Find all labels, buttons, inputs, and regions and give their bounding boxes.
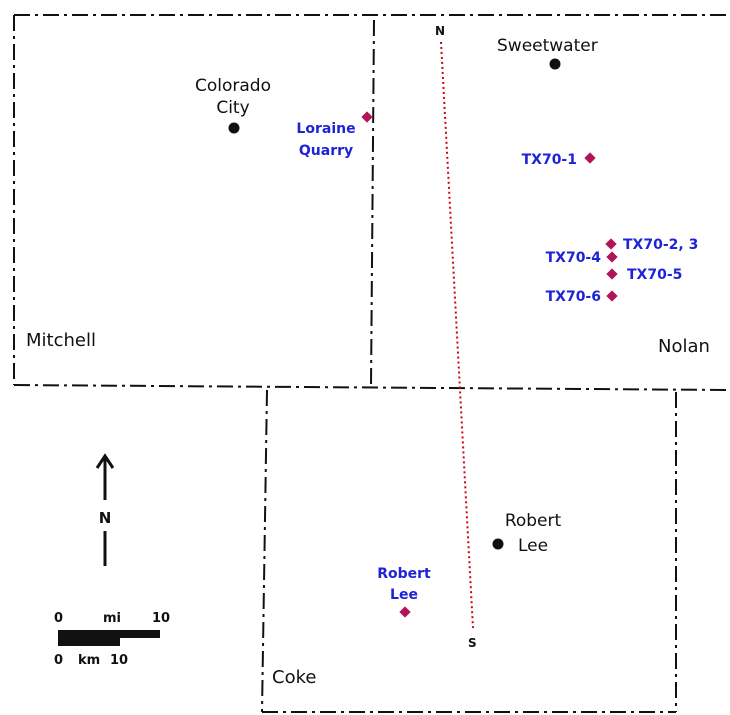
site-marker-tx70-4 xyxy=(606,251,618,263)
site-label-tx70-6: TX70-6 xyxy=(546,289,601,305)
site-tx70-6: TX70-6 xyxy=(546,289,618,305)
site-label-tx70-2-3: TX70-2, 3 xyxy=(623,237,698,253)
site-tx70-4: TX70-4 xyxy=(546,250,618,266)
county-label-nolan: Nolan xyxy=(658,336,710,357)
scale-km-unit: km xyxy=(78,653,100,668)
site-marker-tx70-5 xyxy=(606,268,618,280)
scale-mi-unit: mi xyxy=(103,611,121,626)
scale-bar-miles xyxy=(58,630,160,638)
site-label-tx70-1: TX70-1 xyxy=(522,152,577,168)
transect-south-label: S xyxy=(468,636,477,650)
county-boundaries xyxy=(13,14,730,713)
site-tx70-5: TX70-5 xyxy=(606,267,682,283)
site-tx70-2-3: TX70-2, 3 xyxy=(605,237,698,253)
city-dot-robert-lee xyxy=(492,538,504,550)
north-arrow-label: N xyxy=(99,509,112,527)
boundary-central-horizontal xyxy=(13,384,730,391)
city-colorado-city: Colorado City xyxy=(195,76,271,134)
scale-km-zero: 0 xyxy=(54,653,63,668)
scale-km-max: 10 xyxy=(110,653,128,668)
site-marker-tx70-2-3 xyxy=(605,238,617,250)
north-arrow-head-icon xyxy=(95,453,115,469)
site-robert-lee: Robert Lee xyxy=(377,566,431,618)
city-label-colorado: Colorado xyxy=(195,76,271,96)
site-tx70-1: TX70-1 xyxy=(522,152,596,168)
boundary-coke-west xyxy=(261,389,268,713)
site-marker-tx70-1 xyxy=(584,152,596,164)
site-label-loraine: Loraine xyxy=(296,121,355,137)
transect-north-label: N xyxy=(435,24,445,38)
city-sweetwater: Sweetwater xyxy=(497,36,598,70)
site-loraine-quarry: Loraine Quarry xyxy=(296,111,373,159)
site-marker-tx70-6 xyxy=(606,290,618,302)
transect-line xyxy=(440,41,474,629)
site-marker-robert-lee xyxy=(399,606,411,618)
north-arrow: N xyxy=(95,453,115,566)
county-label-coke: Coke xyxy=(272,667,316,688)
city-dot-sweetwater xyxy=(549,58,561,70)
scale-bar: 0 mi 10 0 km 10 xyxy=(54,611,170,668)
site-label-tx70-5: TX70-5 xyxy=(627,267,682,283)
scale-bar-kilometers xyxy=(58,638,120,646)
city-label-sweetwater: Sweetwater xyxy=(497,36,598,56)
city-label-city: City xyxy=(216,98,249,118)
scale-mi-zero: 0 xyxy=(54,611,63,626)
site-marker-loraine-quarry xyxy=(361,111,373,123)
site-label-lee: Lee xyxy=(390,587,418,603)
boundary-mitchell-nolan xyxy=(370,19,375,386)
city-dot-colorado-city xyxy=(228,122,240,134)
site-label-robert: Robert xyxy=(377,566,431,582)
city-robert-lee: Robert Lee xyxy=(492,511,562,556)
site-label-quarry: Quarry xyxy=(299,143,353,159)
site-label-tx70-4: TX70-4 xyxy=(546,250,602,266)
city-label-robert: Robert xyxy=(505,511,562,531)
scale-mi-max: 10 xyxy=(152,611,170,626)
county-label-mitchell: Mitchell xyxy=(26,330,96,351)
city-label-lee: Lee xyxy=(518,536,548,556)
